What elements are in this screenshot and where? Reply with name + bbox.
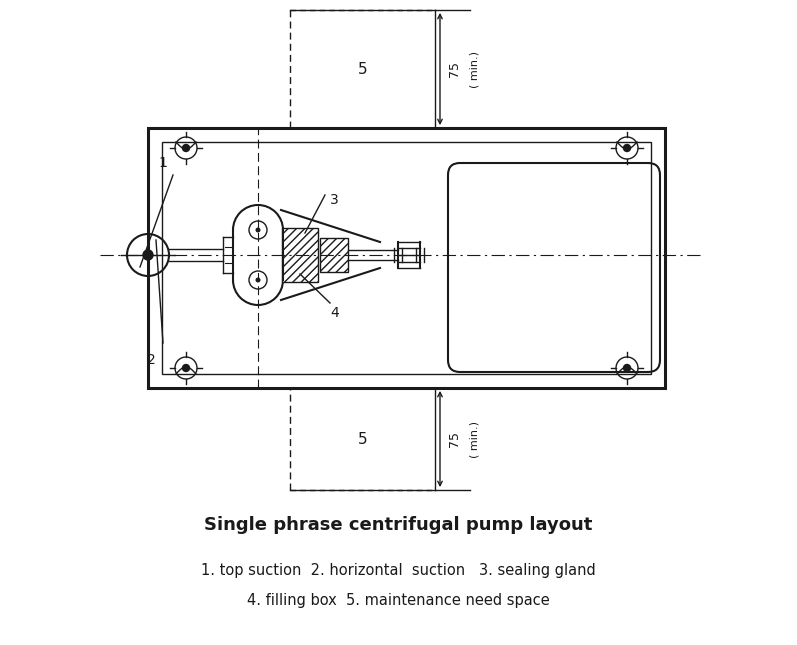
Text: 4: 4	[330, 306, 339, 320]
Circle shape	[256, 277, 261, 283]
Text: 3: 3	[330, 193, 339, 207]
Text: 2: 2	[147, 353, 155, 367]
Text: Single phrase centrifugal pump layout: Single phrase centrifugal pump layout	[204, 516, 593, 534]
Text: ( min.): ( min.)	[470, 50, 480, 88]
Circle shape	[256, 228, 261, 232]
Text: 4. filling box  5. maintenance need space: 4. filling box 5. maintenance need space	[247, 593, 550, 608]
Text: 5: 5	[358, 432, 367, 446]
Text: 75: 75	[449, 61, 461, 77]
Text: 1: 1	[159, 156, 167, 170]
Polygon shape	[282, 228, 318, 282]
Circle shape	[183, 144, 190, 152]
Polygon shape	[320, 238, 348, 272]
Text: 1. top suction  2. horizontal  suction   3. sealing gland: 1. top suction 2. horizontal suction 3. …	[201, 562, 596, 577]
Text: 75: 75	[449, 431, 461, 447]
Circle shape	[623, 144, 630, 152]
Circle shape	[623, 364, 630, 372]
Circle shape	[143, 250, 153, 260]
Text: 5: 5	[358, 61, 367, 77]
Circle shape	[183, 364, 190, 372]
Text: ( min.): ( min.)	[470, 421, 480, 457]
